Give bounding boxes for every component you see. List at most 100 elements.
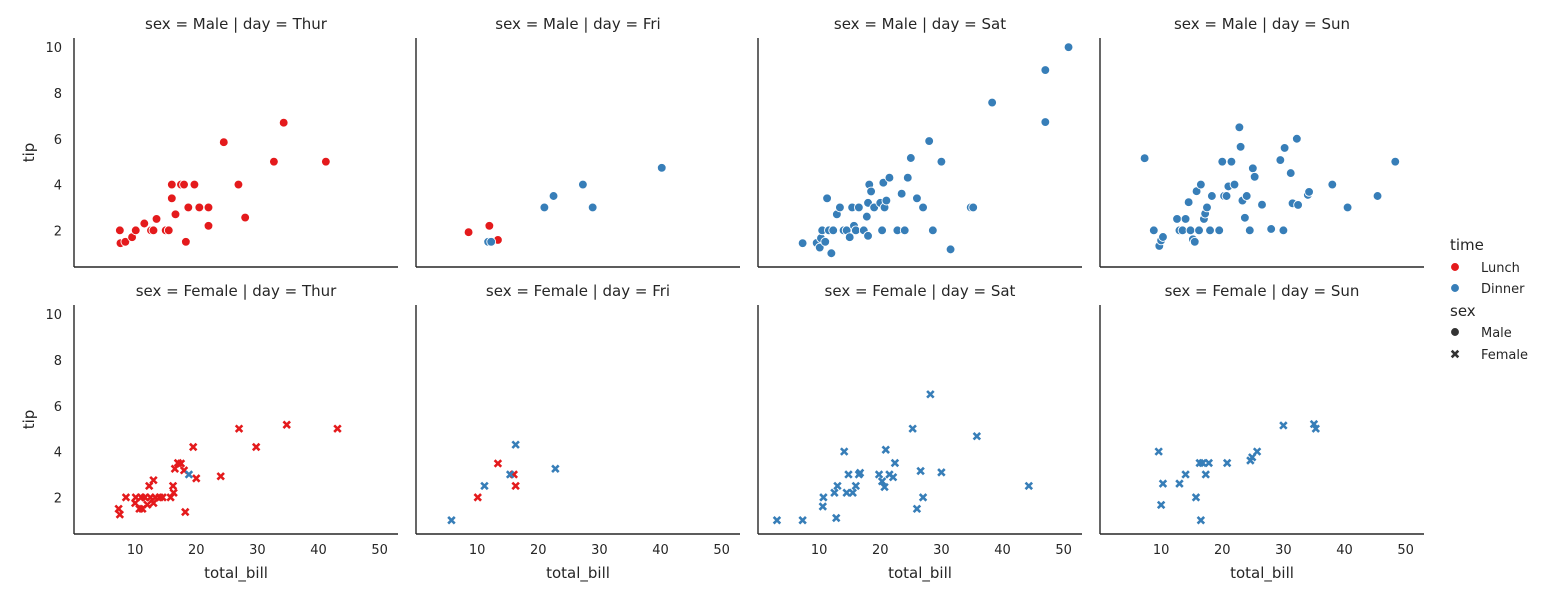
data-point — [1279, 421, 1288, 430]
x-tick-label: 10 — [1153, 543, 1170, 558]
data-point — [844, 232, 855, 243]
data-point — [1175, 479, 1184, 488]
data-point — [880, 482, 889, 492]
x-tick-label: 10 — [469, 543, 486, 558]
data-point — [881, 445, 890, 454]
data-point — [1024, 481, 1034, 491]
data-point — [1196, 179, 1206, 190]
data-point — [1204, 458, 1214, 468]
data-point — [179, 179, 189, 190]
y-axis-label: tip — [20, 143, 38, 163]
legend-marker-dinner — [1450, 283, 1460, 293]
data-point — [972, 431, 982, 441]
data-point — [1234, 122, 1245, 133]
data-point — [851, 481, 861, 491]
y-tick-label: 4 — [54, 179, 62, 194]
data-point — [1194, 225, 1204, 236]
data-point — [987, 97, 997, 108]
data-point — [1183, 197, 1194, 208]
data-point — [818, 502, 828, 511]
data-point — [918, 493, 928, 502]
data-point — [890, 458, 900, 468]
data-point — [1252, 447, 1262, 456]
data-point — [866, 186, 876, 197]
data-point — [839, 447, 849, 456]
data-point — [881, 195, 892, 206]
data-point — [874, 470, 884, 479]
data-point — [447, 516, 456, 525]
data-point — [1311, 424, 1321, 433]
data-point — [863, 231, 873, 241]
data-point — [169, 488, 178, 497]
legend-label-dinner: Dinner — [1481, 282, 1525, 297]
data-point — [908, 424, 917, 433]
data-point — [511, 440, 520, 449]
data-point — [269, 156, 279, 167]
data-point — [551, 464, 560, 473]
data-point — [797, 238, 808, 249]
data-point — [1185, 225, 1196, 236]
x-tick-label: 30 — [1275, 543, 1292, 558]
data-point — [1293, 200, 1303, 210]
x-tick-label: 30 — [933, 543, 950, 558]
panel-male-sun: sex = Male | day = Sun — [1099, 15, 1424, 268]
data-point — [121, 493, 131, 502]
panel-title: sex = Female | day = Sat — [825, 282, 1016, 300]
y-tick-label: 10 — [45, 41, 62, 56]
data-point — [844, 470, 853, 479]
data-point — [1154, 447, 1163, 456]
legend-marker-female — [1450, 349, 1460, 359]
data-point — [151, 214, 162, 224]
data-point — [484, 220, 495, 231]
data-point — [820, 236, 831, 247]
data-point — [1180, 214, 1191, 224]
data-point — [1221, 191, 1232, 201]
data-point — [163, 225, 174, 236]
data-point — [1390, 156, 1401, 167]
data-point — [1291, 133, 1302, 144]
data-point — [855, 468, 865, 478]
data-point — [1342, 202, 1353, 213]
data-point — [968, 202, 979, 213]
x-axis-label: total_bill — [546, 564, 610, 583]
data-point — [587, 202, 598, 213]
data-point — [1063, 42, 1074, 53]
data-point — [832, 513, 841, 523]
legend-title-time: time — [1450, 236, 1484, 254]
data-point — [916, 466, 925, 476]
data-point — [218, 137, 229, 148]
data-point — [1266, 224, 1277, 234]
data-point — [936, 156, 947, 167]
data-point — [830, 488, 839, 497]
x-tick-label: 40 — [652, 543, 669, 558]
data-point — [924, 136, 935, 146]
data-point — [1279, 143, 1290, 153]
data-point — [927, 225, 938, 236]
data-point — [1275, 155, 1286, 165]
data-point — [463, 227, 474, 238]
data-point — [168, 481, 178, 491]
panel-title: sex = Male | day = Sun — [1174, 15, 1350, 33]
data-point — [114, 504, 123, 514]
x-tick-label: 20 — [1214, 543, 1231, 558]
data-point — [899, 225, 910, 236]
y-tick-label: 6 — [54, 400, 62, 415]
data-point — [1222, 458, 1232, 468]
data-point — [486, 236, 497, 247]
x-axis-label: total_bill — [1230, 564, 1294, 583]
data-point — [1214, 225, 1225, 236]
data-point — [1177, 225, 1188, 236]
data-point — [234, 424, 244, 433]
x-tick-label: 40 — [994, 543, 1011, 558]
data-point — [912, 193, 922, 204]
data-point — [772, 516, 782, 525]
data-point — [278, 117, 289, 128]
data-point — [114, 225, 125, 236]
panel-male-fri: sex = Male | day = Fri — [415, 15, 740, 268]
x-tick-label: 10 — [811, 543, 828, 558]
data-point — [1217, 156, 1228, 167]
data-point — [511, 481, 520, 491]
data-point — [1249, 171, 1260, 182]
data-point — [828, 225, 839, 236]
data-point — [905, 153, 916, 163]
